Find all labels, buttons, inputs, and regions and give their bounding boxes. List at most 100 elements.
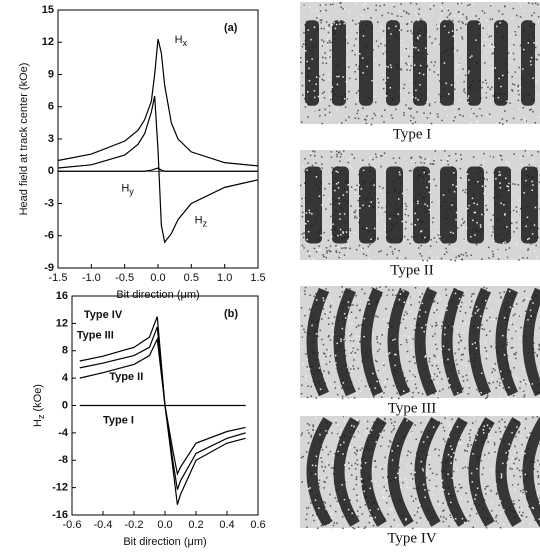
noise-dot xyxy=(309,368,311,370)
noise-dot xyxy=(515,436,517,438)
noise-dot xyxy=(507,342,509,344)
noise-dot xyxy=(407,313,409,315)
noise-dot xyxy=(436,376,438,378)
noise-dot xyxy=(417,201,419,203)
noise-dot xyxy=(488,27,490,29)
noise-dot xyxy=(471,301,473,303)
noise-dot xyxy=(432,163,434,165)
noise-dot xyxy=(404,301,406,303)
noise-dot xyxy=(323,487,325,489)
noise-dot xyxy=(445,248,447,250)
noise-dot xyxy=(511,432,513,434)
noise-dot xyxy=(392,294,394,296)
noise-dot xyxy=(521,451,523,453)
noise-dot xyxy=(300,57,302,59)
noise-dot xyxy=(331,156,333,158)
noise-dot xyxy=(439,20,441,22)
noise-dot xyxy=(476,222,478,224)
noise-dot xyxy=(490,219,492,221)
noise-dot xyxy=(504,421,506,423)
noise-dot xyxy=(328,454,330,456)
noise-dot xyxy=(435,150,437,152)
noise-dot xyxy=(380,43,382,45)
noise-dot xyxy=(307,221,309,223)
noise-dot xyxy=(395,109,397,111)
noise-dot xyxy=(393,158,395,160)
noise-dot xyxy=(315,84,317,86)
noise-dot xyxy=(494,442,496,444)
noise-dot xyxy=(447,474,449,476)
noise-dot xyxy=(505,249,507,251)
noise-dot xyxy=(368,246,370,248)
noise-dot xyxy=(448,93,450,95)
noise-dot xyxy=(456,29,458,31)
noise-dot xyxy=(471,254,473,256)
noise-dot xyxy=(405,209,407,211)
noise-dot xyxy=(500,174,502,176)
noise-dot xyxy=(328,354,330,356)
noise-dot xyxy=(306,103,308,105)
image-caption: Type III xyxy=(388,400,437,416)
noise-dot xyxy=(449,14,451,16)
noise-dot xyxy=(508,163,510,165)
noise-dot xyxy=(439,18,441,20)
noise-dot xyxy=(401,459,403,461)
noise-dot xyxy=(372,118,374,120)
noise-dot xyxy=(338,387,340,389)
noise-dot xyxy=(492,53,494,55)
noise-dot xyxy=(303,6,305,8)
series-label: Type I xyxy=(103,414,134,426)
noise-dot xyxy=(492,18,494,20)
noise-dot xyxy=(332,462,334,464)
noise-dot xyxy=(490,204,492,206)
noise-dot xyxy=(379,349,381,351)
noise-dot xyxy=(369,522,371,524)
noise-dot xyxy=(461,158,463,160)
noise-dot xyxy=(398,198,400,200)
noise-dot xyxy=(358,484,360,486)
noise-dot xyxy=(437,42,439,44)
noise-dot xyxy=(472,422,474,424)
noise-dot xyxy=(425,311,427,313)
noise-dot xyxy=(537,151,539,153)
noise-dot xyxy=(532,111,534,113)
noise-dot xyxy=(351,158,353,160)
x-tick-label: 0.5 xyxy=(184,272,199,284)
noise-dot xyxy=(434,333,436,335)
noise-dot xyxy=(315,165,317,167)
noise-dot xyxy=(399,29,401,31)
noise-dot xyxy=(437,113,439,115)
noise-dot xyxy=(371,124,373,126)
noise-dot xyxy=(433,489,435,491)
noise-dot xyxy=(356,500,358,502)
noise-dot xyxy=(391,13,393,15)
noise-dot xyxy=(492,251,494,253)
noise-dot xyxy=(469,387,471,389)
series-subscript: x xyxy=(183,38,188,48)
noise-dot xyxy=(462,376,464,378)
noise-dot xyxy=(387,323,389,325)
noise-dot xyxy=(310,395,312,397)
noise-dot xyxy=(461,225,463,227)
noise-dot xyxy=(466,228,468,230)
noise-dot xyxy=(526,437,528,439)
noise-dot xyxy=(495,521,497,523)
noise-dot xyxy=(503,509,505,511)
noise-dot xyxy=(442,388,444,390)
noise-dot xyxy=(322,57,324,59)
noise-dot xyxy=(302,26,304,28)
noise-dot xyxy=(455,353,457,355)
noise-dot xyxy=(444,62,446,64)
noise-dot xyxy=(368,299,370,301)
noise-dot xyxy=(528,42,530,44)
noise-dot xyxy=(398,398,400,400)
noise-dot xyxy=(319,434,321,436)
noise-dot xyxy=(331,513,333,515)
noise-dot xyxy=(353,436,355,438)
noise-dot xyxy=(331,151,333,153)
noise-dot xyxy=(335,366,337,368)
noise-dot xyxy=(304,311,306,313)
noise-dot xyxy=(376,287,378,289)
noise-dot xyxy=(412,338,414,340)
noise-dot xyxy=(439,238,441,240)
